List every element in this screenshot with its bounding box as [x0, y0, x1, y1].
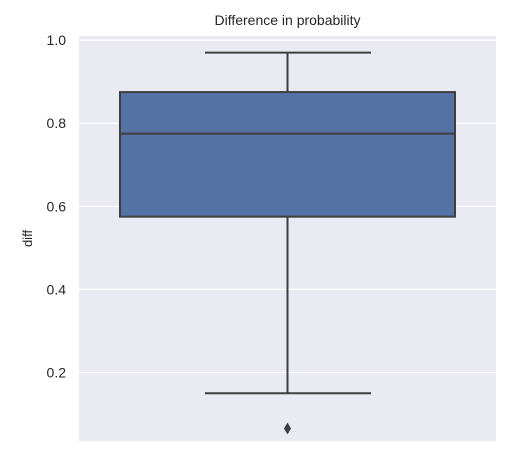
y-tick-label: 0.2: [47, 364, 67, 380]
y-axis-label: diff: [20, 230, 35, 247]
y-axis-ticks: 0.2 0.4 0.6 0.8 1.0: [47, 32, 67, 380]
outlier-point: [284, 422, 291, 435]
y-tick-label: 1.0: [47, 32, 67, 48]
y-tick-label: 0.8: [47, 115, 67, 131]
iqr-box: [119, 91, 456, 218]
y-tick-label: 0.4: [47, 281, 67, 297]
chart-title: Difference in probability: [214, 12, 360, 28]
box-marks: [119, 51, 456, 435]
y-tick-label: 0.6: [47, 198, 67, 214]
